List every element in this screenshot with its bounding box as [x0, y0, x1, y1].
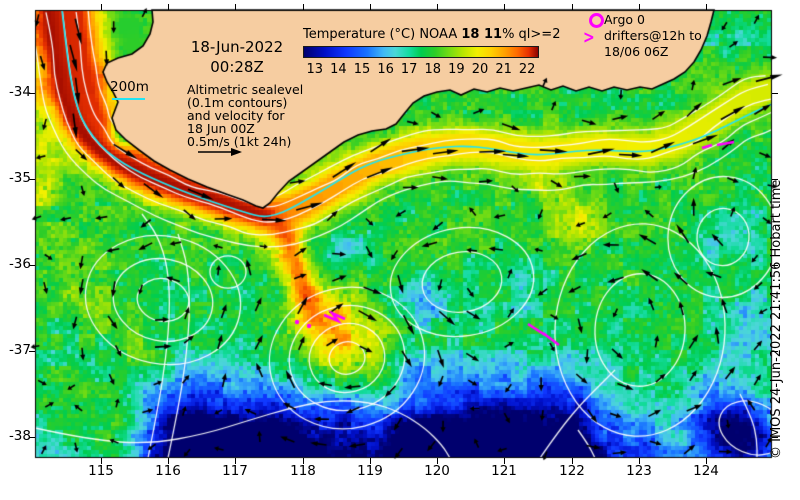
- x-axis-tick: [370, 458, 371, 464]
- colorbar-tick-label: 13: [306, 62, 324, 77]
- x-axis-tick: [303, 4, 304, 10]
- colorbar-tick-label: 19: [448, 62, 465, 77]
- y-axis-tick: [29, 265, 35, 266]
- y-axis-label: -34: [8, 84, 31, 100]
- colorbar-label-segment: 18 11: [461, 27, 503, 42]
- x-axis-label: 123: [626, 463, 652, 479]
- x-axis-label: 122: [559, 463, 585, 479]
- argo-legend-line2: drifters@12h to: [604, 28, 702, 43]
- x-axis-tick: [437, 4, 438, 10]
- x-axis-tick: [639, 458, 640, 464]
- x-axis-tick: [235, 4, 236, 10]
- y-axis-label: -35: [8, 170, 31, 186]
- colorbar-tick-label: 21: [495, 62, 512, 77]
- map-time: 00:28Z: [210, 58, 264, 76]
- x-axis-label: 117: [222, 463, 248, 479]
- x-axis-tick: [101, 4, 102, 10]
- bathymetry-contour-sample: [112, 98, 145, 100]
- colorbar-tick-label: 15: [353, 62, 371, 77]
- bathymetry-200m-label: 200m: [110, 79, 149, 95]
- map-date: 18-Jun-2022: [190, 38, 284, 56]
- colorbar-label-segment: % ql>=2: [502, 27, 561, 42]
- x-axis-tick: [168, 458, 169, 464]
- y-axis-label: -38: [8, 428, 31, 444]
- y-axis-tick: [29, 93, 35, 94]
- x-axis-tick: [639, 4, 640, 10]
- x-axis-tick: [168, 4, 169, 10]
- x-axis-tick: [437, 458, 438, 464]
- x-axis-tick: [706, 4, 707, 10]
- altimetric-line2: (0.1m contours): [187, 95, 288, 110]
- y-axis-tick: [772, 351, 778, 352]
- x-axis-label: 120: [424, 463, 450, 479]
- y-axis-tick: [29, 351, 35, 352]
- x-axis-tick: [370, 4, 371, 10]
- colorbar: [303, 46, 539, 58]
- colorbar-tick-label: 14: [330, 62, 347, 77]
- y-axis-tick: [772, 179, 778, 180]
- copyright-watermark: © IMOS 24-Jun-2022 21:41:56 Hobart time: [769, 179, 784, 459]
- y-axis-label: -36: [8, 256, 31, 272]
- x-axis-tick: [572, 4, 573, 10]
- x-axis-label: 121: [491, 463, 517, 479]
- argo-legend-line3: 18/06 06Z: [604, 44, 669, 59]
- argo-legend-line1: Argo 0: [604, 12, 645, 27]
- colorbar-tick-label: 18: [424, 62, 442, 77]
- argo-float-icon: [589, 13, 604, 28]
- altimetric-legend: Altimetric sealevel (0.1m contours) and …: [187, 83, 303, 148]
- velocity-scale-arrow-icon: [198, 148, 242, 156]
- colorbar-tick-label: 16: [377, 62, 394, 77]
- y-axis-tick: [29, 179, 35, 180]
- altimetric-line5: 0.5m/s (1kt 24h): [187, 134, 292, 149]
- altimetric-line3: and velocity for: [187, 108, 285, 123]
- x-axis-tick: [572, 458, 573, 464]
- x-axis-tick: [504, 4, 505, 10]
- x-axis-tick: [101, 458, 102, 464]
- x-axis-tick: [504, 458, 505, 464]
- y-axis-tick: [772, 265, 778, 266]
- x-axis-label: 118: [290, 463, 316, 479]
- x-axis-tick: [706, 458, 707, 464]
- x-axis-label: 124: [693, 463, 719, 479]
- x-axis-tick: [235, 458, 236, 464]
- y-axis-tick: [772, 437, 778, 438]
- y-axis-label: -37: [8, 342, 31, 358]
- x-axis-label: 119: [357, 463, 383, 479]
- y-axis-tick: [772, 93, 778, 94]
- altimetric-line1: Altimetric sealevel: [187, 82, 304, 97]
- colorbar-label-segment: Temperature (°C) NOAA: [303, 27, 462, 42]
- y-axis-tick: [29, 437, 35, 438]
- map-title-block: 18-Jun-2022 00:28Z: [157, 37, 317, 77]
- colorbar-tick-label: 20: [471, 62, 489, 77]
- x-axis-label: 115: [88, 463, 114, 479]
- x-axis-tick: [303, 458, 304, 464]
- drifter-arrow-icon: >: [583, 28, 595, 48]
- altimetric-line4: 18 Jun 00Z: [187, 121, 255, 136]
- colorbar-tick-label: 17: [400, 62, 418, 77]
- colorbar-tick-label: 22: [518, 62, 536, 77]
- x-axis-label: 116: [155, 463, 181, 479]
- colorbar-label: Temperature (°C) NOAA 18 11% ql>=2: [303, 27, 560, 42]
